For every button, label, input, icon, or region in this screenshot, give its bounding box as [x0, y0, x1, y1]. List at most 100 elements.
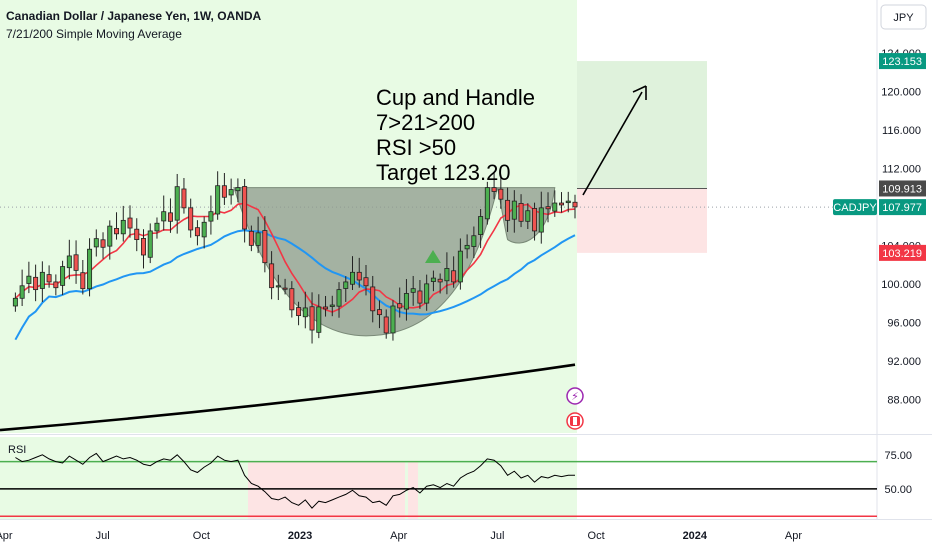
- candle-body: [350, 271, 355, 285]
- price-tick-label: 92.000: [887, 356, 921, 368]
- candle-body: [424, 283, 430, 304]
- price-tick-label: 120.000: [881, 86, 921, 98]
- candle-body: [343, 281, 349, 289]
- candle-body: [235, 187, 241, 192]
- candle-body: [323, 306, 329, 310]
- candle-body: [572, 201, 578, 208]
- candle-body: [73, 254, 79, 271]
- price-tick-label: 116.000: [882, 125, 921, 137]
- candle-body: [410, 288, 416, 293]
- candle-body: [12, 297, 18, 307]
- sma-7-line: [14, 202, 576, 313]
- entry-price-tag-bg: [879, 180, 926, 197]
- time-tick-label: Oct: [588, 530, 605, 542]
- candle-body: [114, 228, 120, 235]
- candle-body: [316, 306, 322, 333]
- candle-body: [194, 227, 200, 237]
- stop-price-tag-bg: [879, 244, 926, 261]
- time-tick-label: 2023: [288, 530, 312, 542]
- time-tick-label: Apr: [390, 530, 407, 542]
- lightning-event-icon: [566, 387, 584, 405]
- candle-body: [370, 286, 376, 312]
- candle-body: [269, 263, 275, 289]
- candle-body: [464, 244, 470, 250]
- entry-price-tag: 109.913: [882, 183, 922, 195]
- time-tick-label: Jul: [490, 530, 504, 542]
- symbol-tag: CADJPY: [833, 202, 877, 214]
- candle-body: [87, 248, 93, 290]
- candle-body: [66, 255, 72, 269]
- rsi-tick-label: 50.00: [884, 484, 912, 496]
- rsi-legend[interactable]: RSI: [8, 444, 27, 456]
- candle-body: [363, 277, 369, 287]
- candle-body: [356, 271, 362, 281]
- rsi-oversold-region: [248, 461, 405, 519]
- time-tick-label: Oct: [193, 530, 210, 542]
- target-zone: [577, 61, 707, 189]
- annotation-line: Target 123.20: [376, 160, 511, 185]
- candle-body: [141, 238, 146, 256]
- stop-zone: [577, 188, 707, 253]
- lightning-glyph: ⚡: [571, 390, 579, 403]
- price-tick-label: 112.000: [882, 163, 921, 175]
- symbol-title[interactable]: Canadian Dollar / Japanese Yen, 1W, OAND…: [6, 9, 262, 23]
- candle-body: [93, 238, 99, 248]
- annotation-line: Cup and Handle: [376, 85, 535, 110]
- candle-body: [545, 206, 551, 210]
- candle-body: [215, 185, 221, 215]
- candle-body: [525, 210, 531, 222]
- target-price-tag: 123.153: [882, 56, 922, 68]
- annotation-line: 7>21>200: [376, 110, 475, 135]
- candle-body: [403, 293, 409, 310]
- candle-body: [161, 211, 167, 222]
- canada-flag-center: [573, 417, 577, 425]
- candle-body: [100, 239, 106, 248]
- candle-body: [444, 268, 450, 282]
- candle-body: [491, 187, 497, 192]
- candle-body: [134, 228, 140, 240]
- sma-200-line: [0, 363, 576, 432]
- candle-body: [518, 203, 524, 222]
- candle-body: [471, 235, 477, 247]
- candle-body: [538, 207, 544, 233]
- candle-body: [33, 276, 39, 291]
- candle-body: [302, 307, 308, 318]
- candle-body: [484, 187, 490, 220]
- candle-body: [552, 202, 558, 212]
- candle-body: [397, 303, 403, 309]
- candle-body: [174, 186, 180, 221]
- candle-body: [329, 304, 335, 307]
- candle-body: [376, 309, 382, 316]
- rsi-line: [15, 452, 575, 509]
- rsi-tick-label: 75.00: [884, 450, 912, 462]
- candle-body: [167, 212, 173, 222]
- candle-body: [451, 270, 457, 283]
- price-tick-label: 96.000: [887, 317, 921, 329]
- indicator-legend[interactable]: 7/21/200 Simple Moving Average: [6, 27, 182, 41]
- stop-price-tag: 103.219: [882, 248, 922, 260]
- candle-body: [289, 288, 295, 311]
- candle-body: [478, 216, 484, 235]
- target-price-tag-bg: [879, 53, 926, 70]
- candle-body: [511, 200, 517, 220]
- sma-21-line: [14, 229, 576, 341]
- candle-body: [147, 230, 153, 258]
- candle-body: [296, 307, 302, 317]
- time-tick-label: Jul: [96, 530, 110, 542]
- time-tick-label: 2024: [683, 530, 708, 542]
- currency-button-label: JPY: [893, 12, 914, 24]
- candle-body: [383, 316, 389, 334]
- symbol-tag-bg: [833, 199, 877, 216]
- candle-body: [282, 287, 288, 290]
- candle-body: [437, 278, 443, 283]
- projection-arrow-head: [632, 85, 647, 100]
- candle-body: [498, 188, 504, 200]
- buy-arrow-marker: [425, 250, 441, 263]
- candle-body: [417, 290, 423, 304]
- projection-arrow: [582, 91, 643, 196]
- candle-body: [390, 305, 396, 334]
- candle-body: [430, 277, 436, 282]
- candle-body: [188, 207, 194, 231]
